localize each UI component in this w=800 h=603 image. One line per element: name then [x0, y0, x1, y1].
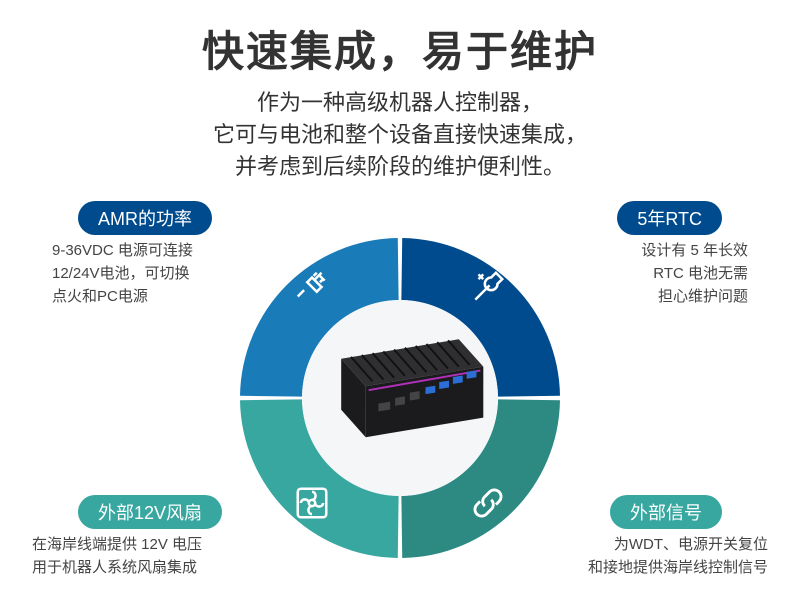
fan-icon	[292, 483, 332, 523]
wrench-icon	[468, 267, 508, 307]
badge-fan: 外部12V风扇	[78, 495, 222, 529]
header: 快速集成，易于维护 作为一种高级机器人控制器， 它可与电池和整个设备直接快速集成…	[0, 0, 800, 183]
subtitle-line: 并考虑到后续阶段的维护便利性。	[235, 154, 565, 179]
page-title: 快速集成，易于维护	[0, 18, 800, 79]
link-icon	[468, 483, 508, 523]
desc-line: 12/24V电池，可切换	[52, 265, 190, 282]
badge-amr-power: AMR的功率	[78, 201, 212, 235]
desc-line: 用于机器人系统风扇集成	[32, 559, 197, 576]
desc-line: 9-36VDC 电源可连接	[52, 242, 193, 259]
page-subtitle: 作为一种高级机器人控制器， 它可与电池和整个设备直接快速集成， 并考虑到后续阶段…	[0, 87, 800, 183]
badge-rtc: 5年RTC	[617, 201, 722, 235]
desc-line: RTC 电池无需	[653, 265, 748, 282]
desc-line: 点火和PC电源	[52, 288, 148, 305]
desc-fan: 在海岸线端提供 12V 电压 用于机器人系统风扇集成	[32, 533, 232, 580]
desc-line: 和接地提供海岸线控制信号	[588, 559, 768, 576]
desc-line: 设计有 5 年长效	[641, 242, 748, 259]
badge-signal: 外部信号	[610, 495, 722, 529]
plug-icon	[292, 267, 332, 307]
desc-line: 为WDT、电源开关复位	[614, 536, 768, 553]
device-illustration	[302, 328, 498, 468]
feature-diagram: AMR的功率 9-36VDC 电源可连接 12/24V电池，可切换 点火和PC电…	[0, 193, 800, 603]
desc-line: 在海岸线端提供 12V 电压	[32, 536, 202, 553]
desc-rtc: 设计有 5 年长效 RTC 电池无需 担心维护问题	[548, 239, 748, 309]
desc-signal: 为WDT、电源开关复位 和接地提供海岸线控制信号	[568, 533, 768, 580]
subtitle-line: 作为一种高级机器人控制器，	[257, 90, 543, 115]
subtitle-line: 它可与电池和整个设备直接快速集成，	[213, 122, 587, 147]
desc-line: 担心维护问题	[658, 288, 748, 305]
desc-amr-power: 9-36VDC 电源可连接 12/24V电池，可切换 点火和PC电源	[52, 239, 252, 309]
inner-circle	[302, 300, 498, 496]
